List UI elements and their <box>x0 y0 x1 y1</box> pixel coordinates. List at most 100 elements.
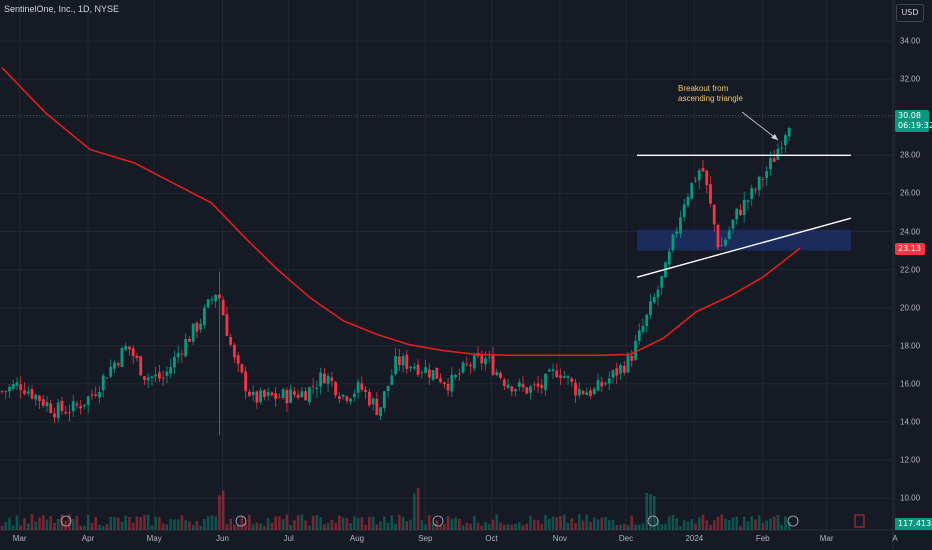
volume-bar <box>765 520 768 530</box>
candle-body <box>53 413 56 418</box>
volume-bar <box>739 525 742 530</box>
candle-body <box>742 199 746 216</box>
candle-body <box>754 189 757 191</box>
candle-body <box>750 188 754 199</box>
candle-body <box>292 391 296 395</box>
volume-bar <box>371 516 375 530</box>
chart-annotation[interactable]: Breakout from ascending triangle <box>678 84 743 104</box>
candle-body <box>150 376 154 378</box>
candle-body <box>199 323 203 330</box>
volume-bar <box>697 517 701 530</box>
volume-bar <box>233 524 236 530</box>
candle-body <box>311 386 315 388</box>
candle-body <box>401 356 405 366</box>
volume-bar <box>161 523 165 530</box>
y-tick-label: 20.00 <box>900 303 921 313</box>
candle-body <box>465 363 469 365</box>
volume-bar <box>75 515 79 530</box>
candle-body <box>585 392 589 395</box>
candle-body <box>109 366 113 377</box>
candle-body <box>352 393 356 398</box>
candle-body <box>251 391 255 396</box>
candle-body <box>19 384 23 391</box>
candle-body <box>173 356 176 368</box>
volume-bar <box>38 517 41 530</box>
candle-body <box>746 200 750 203</box>
last-price-value: 30.08 <box>898 111 921 120</box>
currency-button[interactable]: USD <box>896 4 924 22</box>
candle-body <box>34 394 38 400</box>
candle-body <box>195 322 199 332</box>
volume-bar <box>236 525 240 530</box>
candle-body <box>326 375 330 384</box>
candle-body <box>259 390 263 403</box>
candle-body <box>244 371 248 392</box>
volume-bar <box>79 525 83 530</box>
volume-bar <box>154 517 157 530</box>
volume-bar <box>769 518 772 530</box>
volume-bar <box>604 516 607 530</box>
annotation-arrow <box>741 111 779 141</box>
volume-bar <box>308 525 311 530</box>
y-tick-label: 18.00 <box>900 341 921 351</box>
candle-body <box>64 412 68 414</box>
volume-bar <box>229 518 232 530</box>
candle-body <box>472 355 476 369</box>
volume-bar <box>491 519 495 530</box>
candle-body <box>724 239 727 246</box>
candle-body <box>56 402 60 419</box>
volume-bar <box>323 524 326 530</box>
candle-body <box>143 376 146 380</box>
candle-body <box>203 307 206 326</box>
volume-bar <box>221 490 225 530</box>
volume-bar <box>60 514 64 530</box>
volume-bar <box>394 523 397 530</box>
symbol-title[interactable]: SentinelOne, Inc., 1D, NYSE <box>4 4 120 14</box>
volume-bar <box>34 521 38 530</box>
volume-bar <box>690 519 694 530</box>
volume-bar <box>180 515 184 530</box>
volume-bar <box>206 516 210 530</box>
x-tick-label: 2024 <box>685 534 704 543</box>
candle-body <box>705 170 709 186</box>
candle-body <box>424 367 427 373</box>
candle-body <box>405 354 409 369</box>
y-tick-label: 12.00 <box>900 455 921 465</box>
candle-body <box>8 386 11 392</box>
candle-body <box>26 391 30 394</box>
volume-bar <box>146 514 150 530</box>
candle-body <box>255 391 259 403</box>
volume-bar <box>630 515 634 530</box>
x-tick-label: Feb <box>755 534 770 543</box>
candle-body <box>367 391 371 406</box>
volume-bar <box>735 516 739 530</box>
volume-value-badge: 117.413K <box>895 518 932 530</box>
candle-body <box>551 369 555 371</box>
volume-bar <box>293 520 296 530</box>
candle-body <box>570 378 574 382</box>
volume-bar <box>83 525 86 530</box>
volume-bar <box>517 522 521 530</box>
volume-bar <box>195 520 199 530</box>
y-tick-label: 34.00 <box>900 36 921 46</box>
volume-bar <box>750 516 753 530</box>
earnings-marker-icon <box>60 515 72 527</box>
volume-bar <box>113 516 116 530</box>
candle-body <box>682 204 686 218</box>
x-tick-label: Oct <box>485 534 498 543</box>
annotation-line-1: Breakout from <box>678 84 729 93</box>
volume-bar <box>570 518 574 530</box>
candle-body <box>431 370 435 380</box>
candle-body <box>296 394 300 398</box>
volume-bar <box>761 523 765 530</box>
candle-body <box>139 356 143 376</box>
candle-body <box>495 371 499 376</box>
volume-bar <box>158 517 161 530</box>
volume-bar <box>150 524 154 530</box>
candle-body <box>86 396 90 405</box>
volume-bar <box>405 521 409 530</box>
candle-body <box>574 382 577 396</box>
candle-body <box>94 394 98 396</box>
volume-bar <box>203 519 206 530</box>
